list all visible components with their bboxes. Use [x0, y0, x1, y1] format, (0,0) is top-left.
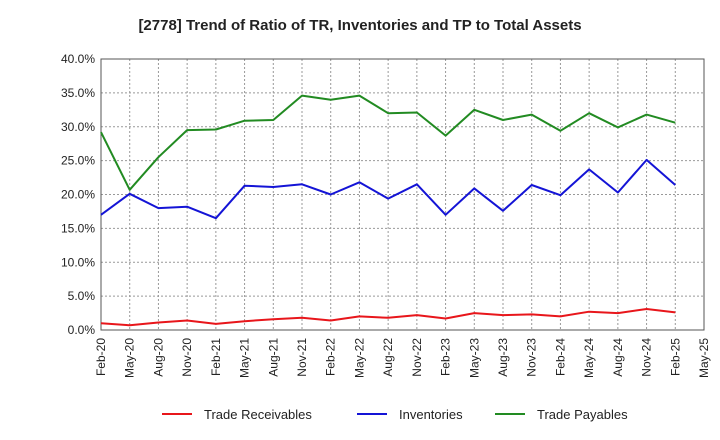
y-tick-label: 20.0% [61, 188, 95, 202]
x-tick-label: May-22 [352, 338, 366, 378]
legend-label-trade-receivables: Trade Receivables [204, 407, 312, 422]
series-line-trade-receivables [100, 308, 676, 327]
x-tick-label: Aug-24 [611, 338, 625, 377]
axis-layer: 0.0% 5.0% 10.0% 15.0% 20.0% 25.0% 30.0% 35.0% 40… [61, 52, 711, 378]
y-tick-label: 40.0% [61, 52, 95, 66]
x-tick-label: Nov-24 [640, 338, 654, 377]
x-tick-label: May-24 [582, 338, 596, 378]
x-tick-label: May-20 [123, 338, 137, 378]
y-tick-label: 5.0% [68, 289, 96, 303]
x-tick-label: Aug-23 [496, 338, 510, 377]
x-tick-label: May-21 [238, 338, 252, 378]
x-tick-label: Nov-20 [180, 338, 194, 377]
x-tick-label: Aug-22 [381, 338, 395, 377]
y-tick-label: 10.0% [61, 255, 95, 269]
y-tick-label: 15.0% [61, 221, 95, 235]
y-tick-label: 35.0% [61, 86, 95, 100]
chart-title: [2778] Trend of Ratio of TR, Inventories… [138, 17, 581, 34]
x-tick-label: Nov-22 [410, 338, 424, 377]
x-tick-label: Feb-24 [553, 338, 567, 376]
x-tick-label: Feb-21 [209, 338, 223, 376]
series-layer [100, 94, 676, 327]
x-tick-label: Aug-21 [266, 338, 280, 377]
x-tick-label: Feb-25 [668, 338, 682, 376]
x-tick-label: Feb-22 [324, 338, 338, 376]
x-tick-label: May-23 [467, 338, 481, 378]
series-line-inventories [100, 158, 676, 220]
y-tick-label: 0.0% [68, 323, 96, 337]
x-tick-label: Nov-21 [295, 338, 309, 377]
grid-layer [101, 59, 704, 330]
x-tick-label: Nov-23 [525, 338, 539, 377]
series-line-trade-payables [100, 94, 676, 191]
plot-frame [100, 58, 705, 331]
x-tick-label: Aug-20 [151, 338, 165, 377]
y-tick-label: 30.0% [61, 120, 95, 134]
legend-label-inventories: Inventories [399, 407, 463, 422]
x-tick-label: Feb-20 [94, 338, 108, 376]
x-tick-label: May-25 [697, 338, 711, 378]
x-tick-label: Feb-23 [439, 338, 453, 376]
y-tick-label: 25.0% [61, 154, 95, 168]
legend: Trade Receivables Inventories Trade Payabl… [162, 407, 628, 422]
legend-label-trade-payables: Trade Payables [537, 407, 628, 422]
